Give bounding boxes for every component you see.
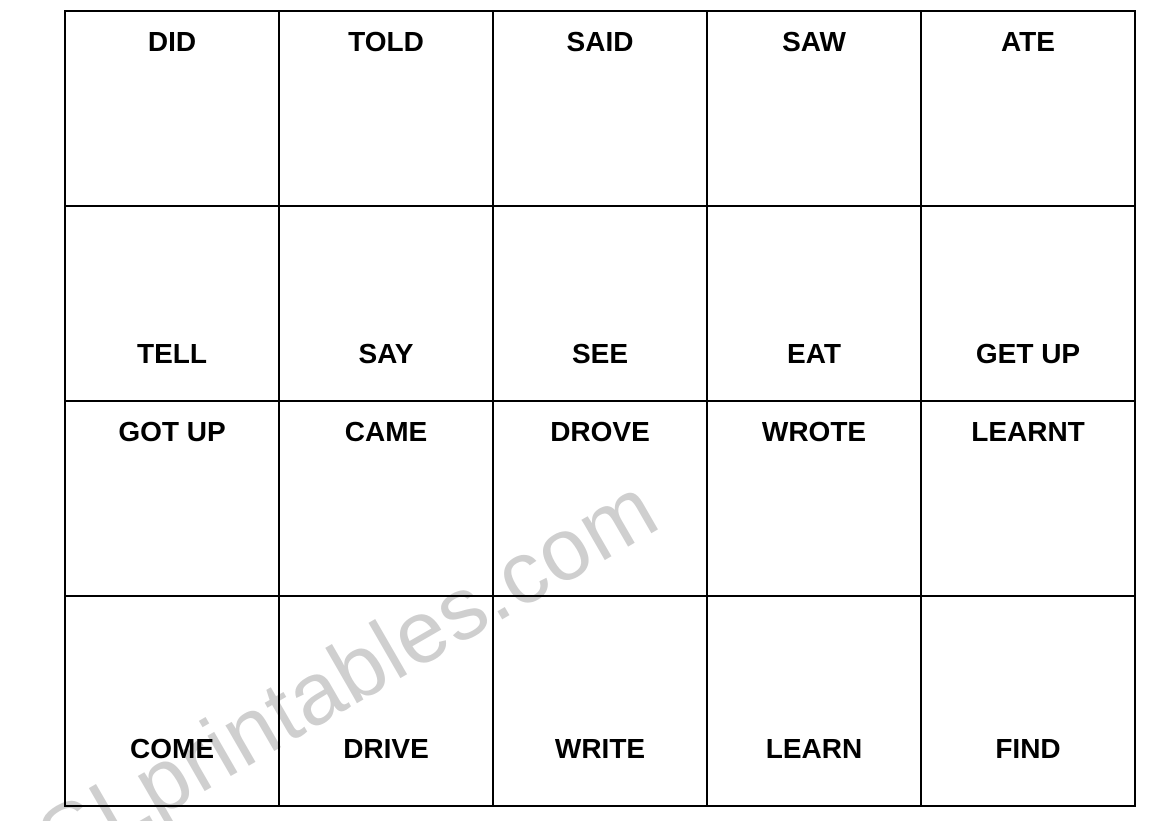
verb-cell-label: EAT — [708, 338, 920, 400]
verb-cell: WRITE — [493, 596, 707, 806]
verb-cell: DID — [65, 11, 279, 206]
verb-cell: SEE — [493, 206, 707, 401]
verb-cell-label: DID — [66, 12, 278, 58]
verb-cell-label: LEARN — [708, 733, 920, 805]
table-row: TELLSAYSEEEATGET UP — [65, 206, 1135, 401]
verb-cell-label: LEARNT — [922, 402, 1134, 448]
verb-cell-label: WRITE — [494, 733, 706, 805]
verb-cell: FIND — [921, 596, 1135, 806]
verb-cell-label: CAME — [280, 402, 492, 448]
verb-cell: DRIVE — [279, 596, 493, 806]
verb-cell: WROTE — [707, 401, 921, 596]
verb-cell: GOT UP — [65, 401, 279, 596]
verb-cell: CAME — [279, 401, 493, 596]
verb-cell: ATE — [921, 11, 1135, 206]
verb-cell: TELL — [65, 206, 279, 401]
verb-cell: DROVE — [493, 401, 707, 596]
verb-cell: GET UP — [921, 206, 1135, 401]
verb-cell-label: SAID — [494, 12, 706, 58]
verb-cell: LEARNT — [921, 401, 1135, 596]
verb-cell: SAW — [707, 11, 921, 206]
verb-cell-label: DROVE — [494, 402, 706, 448]
verb-cell-label: WROTE — [708, 402, 920, 448]
verb-cell-label: SEE — [494, 338, 706, 400]
table-row: GOT UPCAMEDROVEWROTELEARNT — [65, 401, 1135, 596]
verb-cell-label: TOLD — [280, 12, 492, 58]
verb-cell-label: GOT UP — [66, 402, 278, 448]
verb-grid-table: DIDTOLDSAIDSAWATETELLSAYSEEEATGET UPGOT … — [64, 10, 1136, 807]
verb-cell-label: ATE — [922, 12, 1134, 58]
verb-cell-label: GET UP — [922, 338, 1134, 400]
table-row: DIDTOLDSAIDSAWATE — [65, 11, 1135, 206]
verb-cell-label: COME — [66, 733, 278, 805]
verb-cell: EAT — [707, 206, 921, 401]
verb-cell-label: FIND — [922, 733, 1134, 805]
verb-cell: SAID — [493, 11, 707, 206]
verb-cell: COME — [65, 596, 279, 806]
verb-cell-label: SAW — [708, 12, 920, 58]
verb-cell: SAY — [279, 206, 493, 401]
verb-cell-label: DRIVE — [280, 733, 492, 805]
verb-grid-body: DIDTOLDSAIDSAWATETELLSAYSEEEATGET UPGOT … — [65, 11, 1135, 806]
verb-cell-label: SAY — [280, 338, 492, 400]
verb-cell: LEARN — [707, 596, 921, 806]
table-row: COMEDRIVEWRITELEARNFIND — [65, 596, 1135, 806]
verb-cell: TOLD — [279, 11, 493, 206]
verb-cell-label: TELL — [66, 338, 278, 400]
